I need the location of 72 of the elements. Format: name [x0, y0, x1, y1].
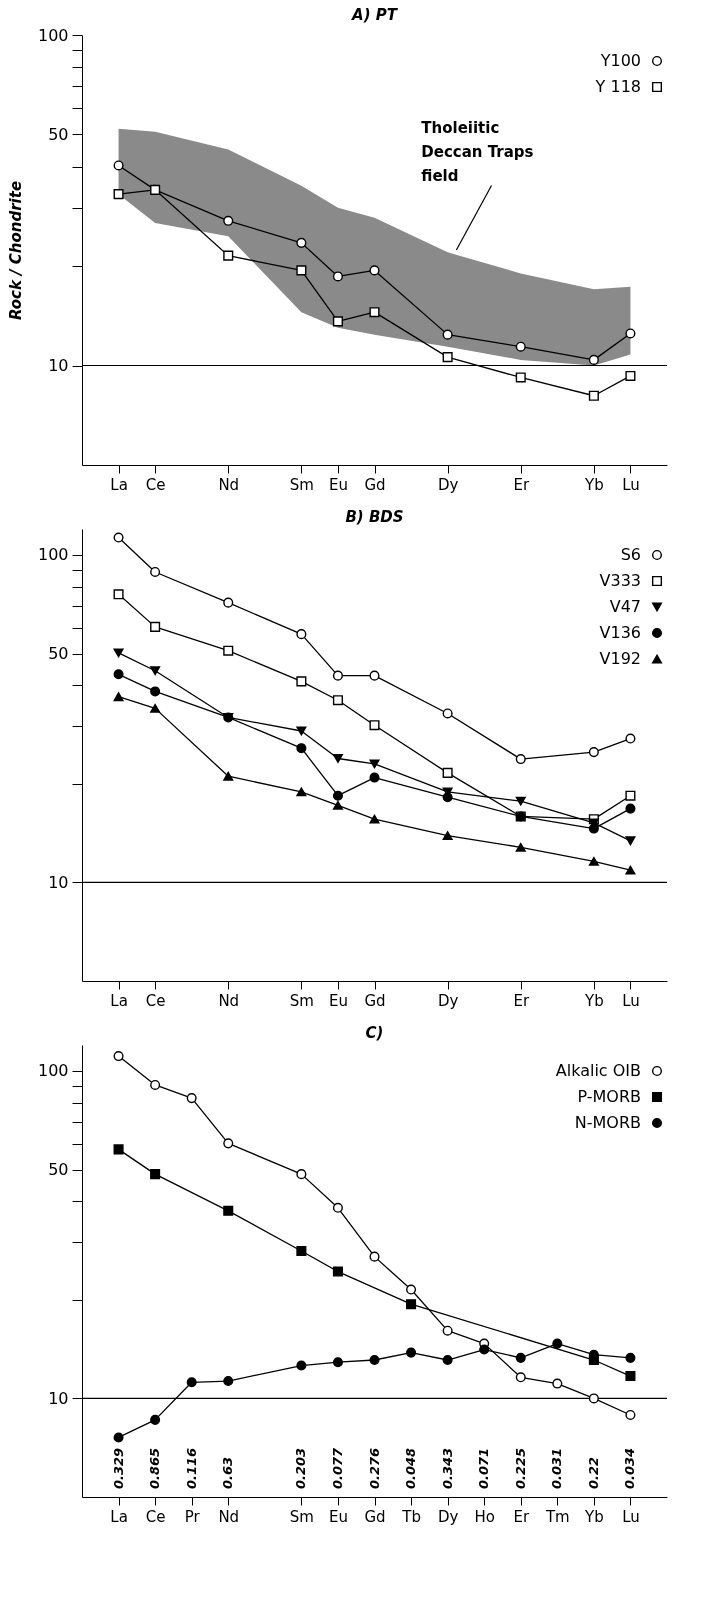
- chart-title: A) PT: [351, 6, 399, 24]
- y-tick-label: 50: [48, 1160, 69, 1180]
- x-tick-label: Lu: [622, 475, 640, 494]
- x-tick-label: Yb: [584, 1507, 604, 1526]
- x-tick-label: La: [110, 475, 128, 494]
- annotation: 0.203: [293, 1447, 309, 1489]
- x-tick-label: Gd: [364, 475, 386, 494]
- x-tick-label: Eu: [328, 475, 348, 494]
- legend-label: Alkalic OIB: [555, 1061, 641, 1080]
- legend-label: Y 118: [594, 77, 641, 96]
- legend-label: S6: [620, 545, 641, 564]
- annotation: 0.63: [220, 1456, 236, 1489]
- x-tick-label: Dy: [437, 991, 459, 1010]
- x-tick-label: Gd: [364, 1507, 386, 1526]
- x-tick-label: Er: [513, 1507, 530, 1526]
- x-tick-label: Pr: [184, 1507, 201, 1526]
- chart-title: B) BDS: [345, 508, 404, 526]
- y-tick-label: 50: [48, 124, 69, 144]
- x-tick-label: Dy: [437, 475, 459, 494]
- x-tick-label: Ce: [145, 475, 166, 494]
- annotation: 0.048: [403, 1447, 419, 1489]
- x-tick-label: La: [110, 1507, 128, 1526]
- x-tick-label: Eu: [328, 991, 348, 1010]
- x-tick-label: Ho: [474, 1507, 495, 1526]
- x-tick-label: Er: [513, 991, 530, 1010]
- x-tick-label: Nd: [218, 1507, 240, 1526]
- y-axis-title: Rock / Chondrite: [6, 180, 25, 321]
- x-tick-label: Er: [513, 475, 530, 494]
- annotation: 0.343: [439, 1447, 455, 1489]
- y-tick-label: 50: [48, 644, 69, 664]
- legend-label: N-MORB: [574, 1113, 641, 1132]
- annotation: 0.077: [329, 1446, 345, 1489]
- x-tick-label: Sm: [289, 475, 314, 494]
- annotation: 0.071: [476, 1447, 492, 1489]
- y-tick-label: 100: [37, 545, 69, 565]
- chart-title: C): [365, 1024, 384, 1042]
- annotation: Tholeiitic Deccan Traps field: [421, 119, 534, 185]
- legend-label: V192: [599, 649, 641, 668]
- x-tick-label: Ce: [145, 1507, 166, 1526]
- x-tick-label: Nd: [218, 991, 240, 1010]
- y-tick-label: 10: [48, 356, 69, 376]
- x-tick-label: Dy: [437, 1507, 459, 1526]
- legend-label: V47: [609, 597, 641, 616]
- y-tick-label: 100: [37, 1061, 69, 1081]
- annotation: 0.031: [549, 1447, 565, 1489]
- annotation: 0.329: [110, 1447, 126, 1489]
- x-tick-label: Lu: [622, 991, 640, 1010]
- x-tick-label: Ce: [145, 991, 166, 1010]
- annotation: 0.225: [512, 1447, 528, 1489]
- x-tick-label: Sm: [289, 991, 314, 1010]
- y-tick-label: 100: [37, 25, 69, 45]
- x-tick-label: Tm: [544, 1507, 570, 1526]
- x-tick-label: Gd: [364, 991, 386, 1010]
- legend-label: Y100: [599, 51, 641, 70]
- annotation: 0.034: [622, 1447, 638, 1489]
- legend-label: P-MORB: [577, 1087, 641, 1106]
- x-tick-label: La: [110, 991, 128, 1010]
- x-tick-label: Yb: [584, 475, 604, 494]
- y-tick-label: 10: [48, 872, 69, 892]
- x-tick-label: Yb: [584, 991, 604, 1010]
- y-tick-label: 10: [48, 1388, 69, 1408]
- annotation: 0.116: [183, 1447, 199, 1489]
- legend-label: V136: [599, 623, 641, 642]
- annotation: 0.22: [585, 1456, 601, 1489]
- annotation: 0.865: [147, 1447, 163, 1489]
- x-tick-label: Nd: [218, 475, 240, 494]
- x-tick-label: Lu: [622, 1507, 640, 1526]
- x-tick-label: Eu: [328, 1507, 348, 1526]
- annotation: 0.276: [366, 1447, 382, 1489]
- x-tick-label: Sm: [289, 1507, 314, 1526]
- legend-label: V333: [599, 571, 641, 590]
- x-tick-label: Tb: [401, 1507, 421, 1526]
